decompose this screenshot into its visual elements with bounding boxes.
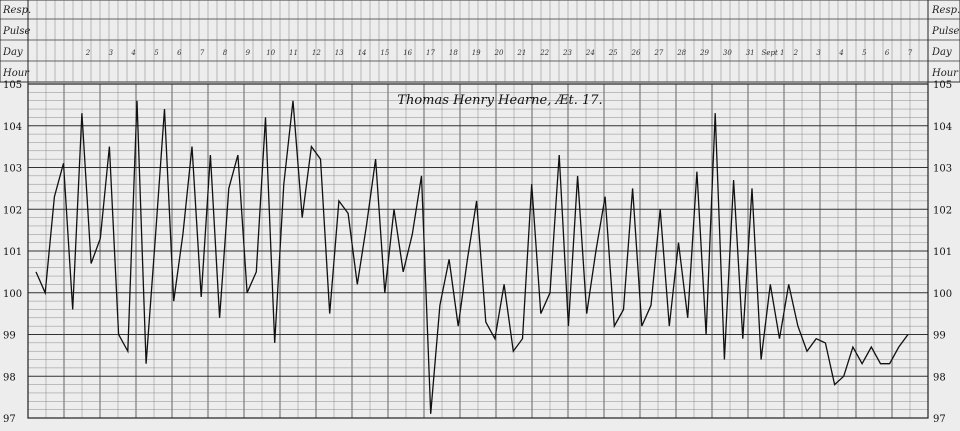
day-label: 29	[699, 49, 709, 57]
series-layer	[35, 100, 909, 414]
day-label: 11	[289, 49, 298, 57]
day-label: 25	[608, 49, 618, 57]
day-label: 27	[653, 49, 663, 57]
day-label: 4	[130, 49, 135, 57]
y-tick-label-right: 97	[933, 414, 946, 425]
row-label-right: Resp.	[931, 5, 960, 16]
y-tick-label-right: 101	[933, 247, 952, 258]
y-tick-label-right: 100	[933, 289, 952, 300]
day-label: 2	[793, 49, 799, 57]
y-tick-label-left: 101	[3, 247, 22, 258]
day-label: 5	[862, 49, 867, 57]
day-label: 20	[494, 49, 504, 57]
y-tick-label-right: 98	[933, 372, 946, 383]
day-label: 9	[246, 49, 251, 57]
day-label: 17	[426, 49, 435, 57]
day-label: 7	[908, 49, 913, 57]
day-label: 14	[358, 49, 367, 57]
row-label-right: Pulse	[931, 26, 959, 37]
day-label: 13	[335, 49, 344, 57]
day-label: 2	[85, 49, 91, 57]
y-tick-label-left: 102	[3, 205, 22, 216]
y-tick-label-right: 105	[933, 80, 952, 91]
row-label-right: Hour	[931, 68, 959, 79]
y-tick-label-left: 103	[3, 164, 22, 175]
day-label: 18	[449, 49, 458, 57]
y-axis: 105 105 104 104 103 103 102 102 101 101 100 100 99 99…	[3, 80, 952, 425]
row-label-left: Resp.	[2, 5, 31, 16]
day-label: 26	[631, 49, 641, 57]
day-label: 3	[109, 49, 114, 57]
y-tick-label-left: 99	[3, 331, 16, 342]
day-label: 23	[562, 49, 572, 57]
day-label: 7	[200, 49, 205, 57]
day-label: 15	[380, 49, 389, 57]
y-tick-label-right: 103	[933, 164, 952, 175]
day-label: 30	[723, 49, 732, 57]
day-label: 8	[223, 49, 228, 57]
day-label: 10	[266, 49, 275, 57]
y-tick-label-left: 104	[3, 122, 22, 133]
day-label: 21	[516, 49, 526, 57]
day-label: 5	[154, 49, 159, 57]
day-label: 31	[746, 49, 755, 57]
day-label: 6	[177, 49, 182, 57]
y-tick-label-left: 98	[3, 372, 16, 383]
row-label-right: Day	[931, 47, 952, 58]
day-label: 19	[472, 49, 481, 57]
day-label: 22	[539, 49, 549, 57]
row-label-left: Pulse	[2, 26, 30, 37]
series-line-temperature	[35, 100, 909, 414]
y-tick-label-left: 97	[3, 414, 16, 425]
day-label: 28	[676, 49, 686, 57]
day-label: 4	[838, 49, 843, 57]
row-label-left: Hour	[2, 68, 30, 79]
day-label: 16	[403, 49, 412, 57]
plot-frame	[27, 83, 929, 419]
chart-title: Thomas Henry Hearne, Æt. 17.	[397, 93, 602, 108]
y-tick-label-right: 104	[933, 122, 952, 133]
y-tick-label-left: 105	[3, 80, 22, 91]
day-label: Sept 1	[762, 49, 785, 57]
day-label: 12	[312, 49, 321, 57]
y-tick-label-left: 100	[3, 289, 22, 300]
day-label: 24	[585, 49, 595, 57]
day-label: 6	[885, 49, 890, 57]
y-tick-label-right: 99	[933, 331, 946, 342]
day-label: 3	[816, 49, 821, 57]
row-label-left: Day	[2, 47, 23, 58]
y-tick-label-right: 102	[933, 205, 952, 216]
